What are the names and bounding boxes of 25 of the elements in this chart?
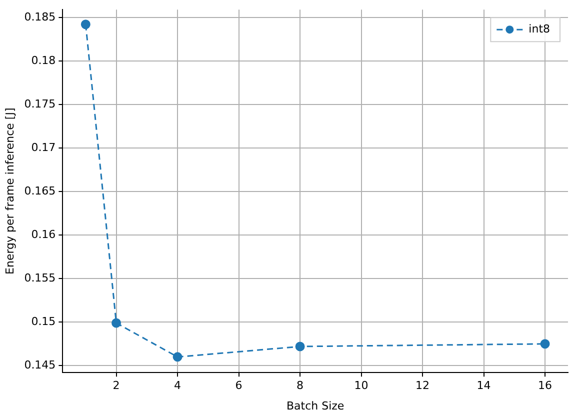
y-tick-label: 0.15: [31, 314, 56, 328]
y-tick-label: 0.16: [31, 228, 56, 241]
x-tick-label: 2: [112, 379, 120, 392]
legend-label: int8: [528, 22, 550, 36]
y-tick-label: 0.175: [24, 97, 56, 110]
x-tick-label: 6: [235, 379, 242, 392]
x-tick-label: 8: [296, 379, 304, 392]
y-tick-label: 0.145: [24, 358, 56, 372]
x-tick-label: 10: [354, 379, 368, 392]
point: [80, 20, 90, 30]
y-tick-label: 0.185: [24, 10, 56, 24]
point: [112, 318, 122, 328]
y-tick-label: 0.155: [24, 271, 56, 284]
x-axis-title: Batch Size: [286, 399, 344, 412]
x-tick-label: 14: [476, 379, 491, 392]
point: [295, 342, 305, 352]
x-tick-label: 16: [538, 379, 552, 392]
x-tick-label: 4: [174, 379, 182, 392]
y-tick-label: 0.17: [31, 140, 56, 154]
point: [540, 339, 550, 349]
y-tick-label: 0.18: [31, 54, 56, 67]
y-axis-title: Energy per frame inference [J]: [3, 108, 16, 274]
point: [172, 352, 182, 362]
y-tick-label: 0.165: [24, 184, 56, 198]
x-tick-label: 12: [416, 379, 430, 392]
